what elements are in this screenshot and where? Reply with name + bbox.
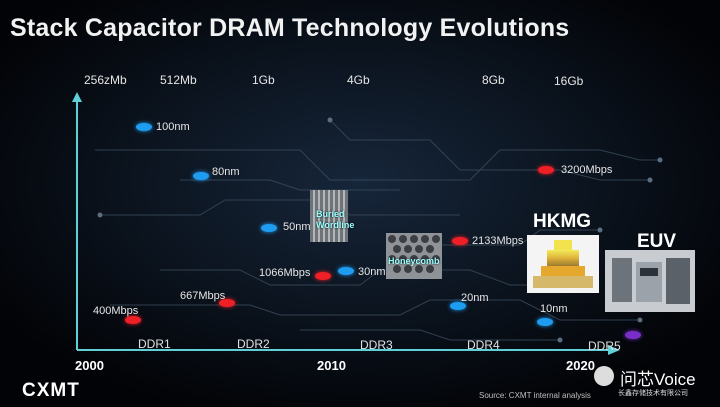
wechat-icon — [594, 366, 614, 386]
speed-dot — [452, 237, 468, 245]
speed-label: 3200Mbps — [561, 164, 613, 176]
source-note: Source: CXMT internal analysis — [479, 391, 591, 400]
axes — [72, 92, 620, 355]
speed-dot — [538, 166, 554, 174]
capacity-label: 1Gb — [252, 73, 275, 87]
speed-label: 1066Mbps — [259, 267, 311, 279]
node-dot — [450, 302, 466, 310]
speed-dot — [219, 299, 235, 307]
hkmg-transistor-image — [527, 235, 599, 293]
cxmt-logo: CXMT — [22, 380, 80, 401]
node-label: 100nm — [156, 121, 190, 133]
honeycomb-caption: Honeycomb — [388, 256, 440, 266]
future-dot — [625, 331, 641, 339]
speed-label: 400Mbps — [93, 305, 139, 317]
capacity-label: 16Gb — [554, 74, 584, 88]
capacity-label: 512Mb — [160, 73, 197, 87]
hkmg-label: HKMG — [533, 211, 592, 232]
ddr-label: DDR3 — [360, 338, 393, 352]
watermark-name: 问芯Voice — [620, 370, 696, 389]
node-dot — [136, 123, 152, 131]
node-dot — [193, 172, 209, 180]
ddr-label: DDR2 — [237, 337, 270, 351]
capacity-label: 256zMb — [84, 73, 127, 87]
speed-label: 667Mbps — [180, 290, 226, 302]
year-label: 2000 — [75, 358, 104, 373]
speed-dot — [315, 272, 331, 280]
node-label: 10nm — [540, 303, 568, 315]
node-label: 20nm — [461, 292, 489, 304]
ddr-label: DDR4 — [467, 338, 500, 352]
circuit-traces — [95, 119, 660, 341]
speed-dot — [125, 316, 141, 324]
year-label: 2010 — [317, 358, 346, 373]
node-dot — [338, 267, 354, 275]
euv-label: EUV — [637, 231, 677, 252]
ddr-label: DDR5 — [588, 339, 621, 353]
capacity-label: 4Gb — [347, 73, 370, 87]
year-label: 2020 — [566, 358, 595, 373]
ddr-label: DDR1 — [138, 337, 171, 351]
watermark-subtitle: 长鑫存储技术有限公司 — [618, 390, 688, 397]
node-label: 50nm — [283, 221, 311, 233]
buried-wordline-caption: Buried Wordline — [316, 209, 355, 230]
node-dot — [261, 224, 277, 232]
dram-die-image — [310, 190, 348, 242]
page-title: Stack Capacitor DRAM Technology Evolutio… — [10, 14, 570, 42]
capacity-label: 8Gb — [482, 73, 505, 87]
euv-machine-image — [605, 250, 695, 312]
node-dot — [537, 318, 553, 326]
node-label: 80nm — [212, 166, 240, 178]
honeycomb-image — [386, 233, 442, 279]
speed-label: 2133Mbps — [472, 235, 524, 247]
node-label: 30nm — [358, 266, 386, 278]
